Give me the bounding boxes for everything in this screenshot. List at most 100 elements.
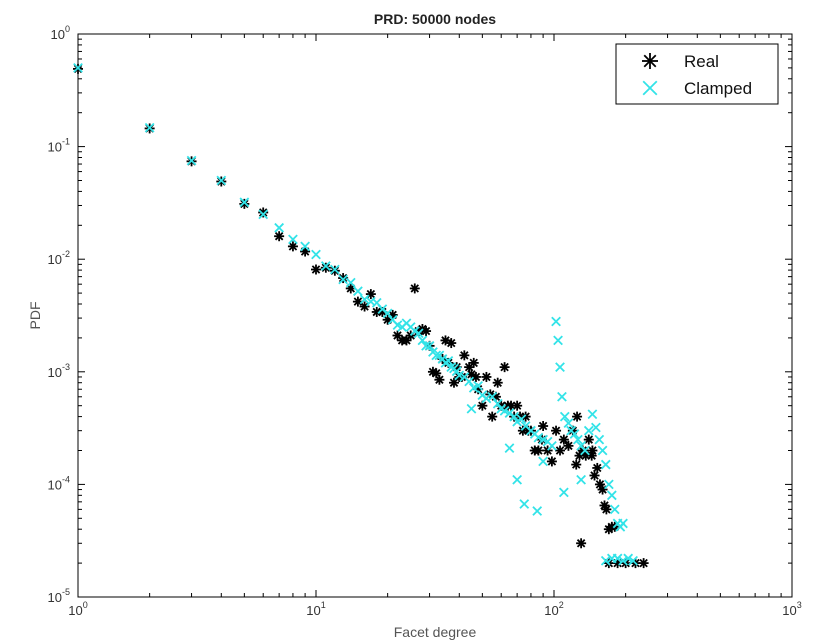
clamped-point bbox=[443, 356, 454, 366]
clamped-point bbox=[481, 393, 492, 404]
clamped-point bbox=[618, 518, 628, 529]
clamped-point bbox=[555, 362, 565, 373]
y-tick-label: 100 bbox=[51, 24, 70, 42]
real-point bbox=[487, 411, 498, 422]
clamped-point bbox=[618, 555, 628, 566]
clamped-point bbox=[547, 440, 557, 451]
clamped-point bbox=[431, 350, 442, 361]
clamped-point bbox=[274, 222, 285, 233]
clamped-point bbox=[600, 555, 611, 566]
real-point bbox=[274, 231, 285, 242]
x-axis-label: Facet degree bbox=[394, 624, 477, 640]
real-point bbox=[239, 198, 250, 209]
real-point bbox=[555, 445, 566, 456]
clamped-point bbox=[516, 414, 527, 425]
real-point bbox=[300, 246, 311, 257]
clamped-point bbox=[580, 445, 590, 456]
real-point bbox=[448, 377, 459, 388]
clamped-point bbox=[558, 487, 569, 498]
clamped-point bbox=[606, 490, 617, 501]
clamped-point bbox=[417, 335, 428, 346]
y-tick-label: 10-4 bbox=[48, 474, 70, 492]
x-tick-label: 102 bbox=[544, 600, 563, 618]
clamped-point bbox=[628, 555, 639, 566]
clamped-point bbox=[603, 479, 614, 490]
real-point bbox=[592, 462, 603, 473]
real-point bbox=[589, 470, 600, 481]
real-point bbox=[638, 558, 649, 569]
clamped-point bbox=[553, 335, 563, 346]
legend-label-real: Real bbox=[684, 52, 719, 71]
clamped-point bbox=[600, 459, 611, 470]
real-point bbox=[520, 411, 531, 422]
real-point bbox=[563, 440, 574, 451]
x-tick-label: 101 bbox=[306, 600, 325, 618]
real-point bbox=[576, 538, 587, 549]
clamped-point bbox=[512, 474, 523, 485]
legend: Real Clamped bbox=[615, 43, 779, 105]
legend-marker-clamped bbox=[642, 80, 658, 96]
clamped-point bbox=[329, 264, 340, 275]
real-point bbox=[359, 301, 370, 312]
clamped-point bbox=[612, 553, 623, 564]
x-tick-label: 103 bbox=[782, 600, 801, 618]
real-point bbox=[583, 434, 594, 445]
y-tick-label: 10-2 bbox=[48, 249, 70, 267]
real-point bbox=[567, 425, 578, 436]
real-point bbox=[571, 459, 582, 470]
clamped-point bbox=[499, 405, 510, 416]
clamped-point bbox=[587, 409, 598, 420]
clamped-point bbox=[594, 434, 605, 445]
real-point bbox=[546, 456, 557, 467]
clamped-point bbox=[239, 197, 250, 208]
clamped-point bbox=[509, 411, 520, 422]
y-tick-label: 10-1 bbox=[48, 137, 70, 155]
clamped-point bbox=[300, 241, 310, 252]
real-point bbox=[572, 411, 583, 422]
clamped-point bbox=[466, 403, 477, 414]
real-point bbox=[287, 241, 298, 252]
real-point bbox=[468, 357, 479, 368]
real-point bbox=[446, 338, 457, 349]
y-axis-label: PDF bbox=[27, 302, 43, 330]
real-point bbox=[311, 264, 321, 275]
clamped-point bbox=[320, 261, 331, 271]
clamped-point bbox=[623, 553, 634, 564]
real-point bbox=[499, 362, 510, 373]
legend-marker-real bbox=[642, 53, 658, 69]
clamped-point bbox=[73, 63, 83, 73]
clamped-point bbox=[487, 391, 498, 402]
clamped-point bbox=[382, 308, 393, 319]
data-points bbox=[73, 63, 649, 569]
clamped-point bbox=[576, 474, 587, 485]
y-tick-label: 10-5 bbox=[48, 587, 70, 605]
real-point bbox=[392, 330, 403, 341]
clamped-point bbox=[504, 443, 515, 454]
clamped-point bbox=[288, 234, 298, 245]
real-point bbox=[538, 421, 549, 432]
legend-label-clamped: Clamped bbox=[684, 79, 752, 98]
series-clamped bbox=[73, 63, 639, 566]
real-point bbox=[459, 350, 470, 361]
real-point bbox=[338, 273, 349, 284]
real-point bbox=[551, 425, 562, 436]
clamped-point bbox=[424, 340, 435, 351]
real-point bbox=[601, 504, 612, 515]
clamped-point bbox=[186, 155, 197, 166]
clamped-point bbox=[591, 422, 601, 433]
clamped-point bbox=[345, 277, 356, 288]
clamped-point bbox=[413, 328, 424, 339]
clamped-point bbox=[353, 286, 363, 297]
real-point bbox=[587, 445, 598, 456]
real-point bbox=[421, 326, 432, 337]
clamped-point bbox=[559, 411, 570, 422]
real-point bbox=[258, 207, 269, 218]
real-point bbox=[477, 400, 488, 411]
clamped-point bbox=[573, 434, 583, 445]
clamped-point bbox=[569, 429, 580, 439]
axis-ticks: 100 101 102 103 100 10-1 10-2 10-3 10-4 10-5 bbox=[48, 24, 802, 618]
real-point bbox=[409, 283, 420, 294]
clamped-point bbox=[512, 416, 523, 427]
real-point bbox=[492, 377, 503, 388]
